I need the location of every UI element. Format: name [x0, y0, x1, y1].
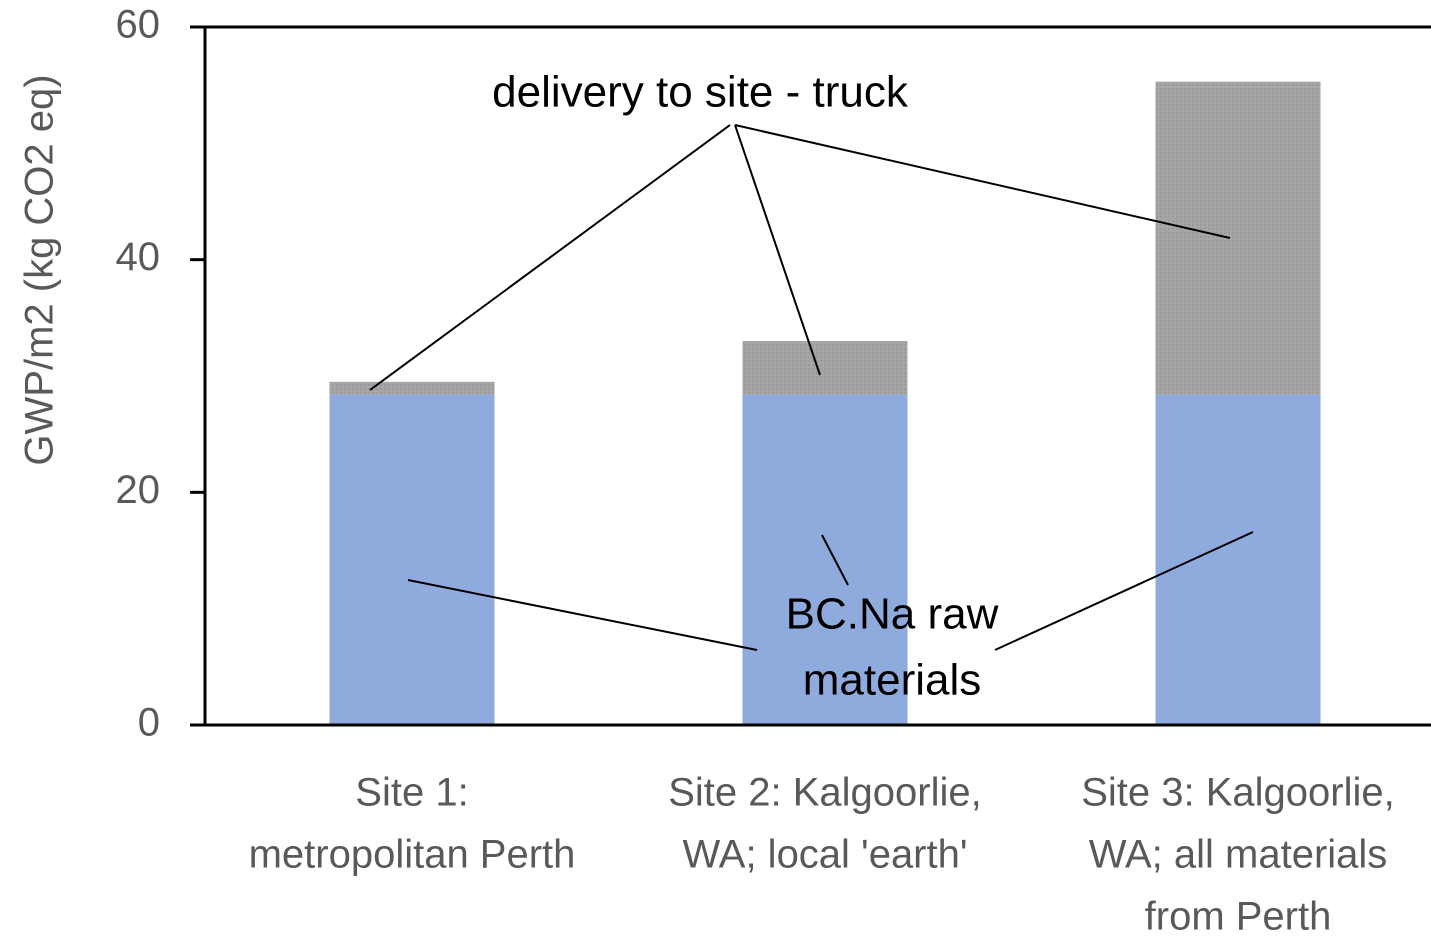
- y-axis-label: GWP/m2 (kg CO2 eq): [18, 74, 62, 465]
- y-tick-label: 20: [116, 468, 161, 512]
- x-tick-label: Site 2: Kalgoorlie,: [668, 771, 982, 815]
- bar-segment: [1155, 81, 1321, 395]
- bar-segment: [742, 394, 908, 725]
- y-tick-label: 0: [138, 701, 160, 745]
- x-tick-label: WA; local 'earth': [683, 833, 968, 877]
- x-tick-label: WA; all materials: [1089, 833, 1388, 877]
- annotation: BC.Na raw: [786, 590, 999, 639]
- x-tick-label: Site 3: Kalgoorlie,: [1081, 771, 1395, 815]
- x-tick-label: metropolitan Perth: [249, 833, 576, 877]
- x-tick-label: Site 1:: [355, 771, 468, 815]
- x-tick-label: from Perth: [1145, 895, 1332, 939]
- leader-lines: [369, 124, 1254, 651]
- bar-segment: [742, 341, 908, 395]
- bar-segment: [329, 394, 495, 725]
- annotation: delivery to site - truck: [492, 68, 909, 117]
- y-tick-label: 40: [116, 235, 161, 279]
- bar-segment: [1155, 394, 1321, 725]
- bar-segment: [329, 381, 495, 395]
- y-tick-label: 60: [116, 3, 161, 47]
- annotation: materials: [803, 656, 982, 705]
